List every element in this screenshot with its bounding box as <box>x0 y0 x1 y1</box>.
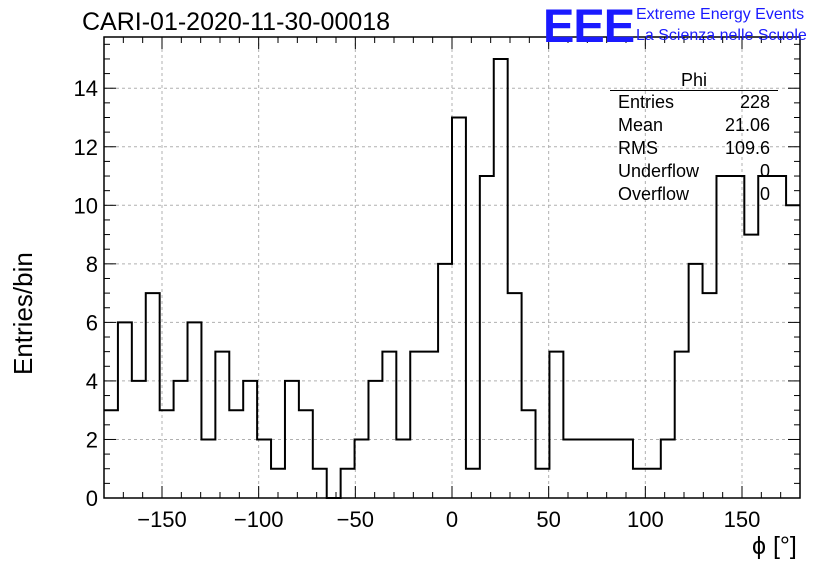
stats-label: Underflow <box>618 161 700 181</box>
histogram-bin <box>438 264 452 498</box>
y-tick-label: 14 <box>74 76 98 101</box>
eee-logo: EEE <box>543 0 635 52</box>
histogram-bin <box>215 352 229 498</box>
y-tick-label: 4 <box>86 369 98 394</box>
histogram-bin <box>299 410 313 498</box>
stats-row: RMS 109.6 <box>610 137 778 160</box>
stats-value: 0 <box>759 184 770 204</box>
stats-label: RMS <box>618 138 658 158</box>
stats-title: Phi <box>610 70 778 91</box>
histogram-bin <box>480 176 494 498</box>
x-axis-label: ϕ [°] <box>752 532 797 560</box>
histogram-bin <box>716 176 730 498</box>
histogram-bin <box>160 410 174 498</box>
histogram-bin <box>633 469 647 498</box>
histogram-bin <box>536 469 550 498</box>
stats-row: Underflow 0 <box>610 160 778 183</box>
x-tick-label: −100 <box>234 507 284 532</box>
logo-line-2: La Scienza nelle Scuole <box>636 27 807 44</box>
histogram-bin <box>341 469 355 498</box>
y-axis-label: Entries/bin <box>8 252 38 375</box>
x-tick-label: −50 <box>337 507 374 532</box>
histogram-bin <box>522 410 536 498</box>
y-tick-label: 6 <box>86 310 98 335</box>
histogram-bin <box>132 381 146 498</box>
x-tick-label: 150 <box>724 507 761 532</box>
y-tick-label: 0 <box>86 486 98 511</box>
histogram-bin <box>188 322 202 498</box>
chart-title: CARI-01-2020-11-30-00018 <box>82 8 391 36</box>
stats-label: Entries <box>618 92 675 112</box>
histogram-bin <box>605 439 619 498</box>
histogram-bin <box>549 352 563 498</box>
stats-label: Mean <box>618 115 664 135</box>
histogram-bin <box>285 381 299 498</box>
histogram-bin <box>201 439 215 498</box>
histogram-bin <box>174 381 188 498</box>
histogram-bin <box>647 469 661 498</box>
y-tick-label: 8 <box>86 252 98 277</box>
logo-line-1: Extreme Energy Events <box>636 6 805 23</box>
x-tick-label: 0 <box>446 507 458 532</box>
stats-box: Phi Entries 228 Mean 21.06 RMS 109.6 Underf… <box>610 70 778 206</box>
histogram-bin <box>591 439 605 498</box>
histogram-bin <box>257 439 271 498</box>
stats-value: 0 <box>759 161 770 181</box>
y-tick-label: 2 <box>86 427 98 452</box>
histogram-bin <box>577 439 591 498</box>
histogram-bin <box>703 293 717 498</box>
y-tick-label: 12 <box>74 135 98 160</box>
stats-value: 109.6 <box>724 138 770 158</box>
stats-row: Mean 21.06 <box>610 114 778 137</box>
histogram-bin <box>563 439 577 498</box>
histogram-bin <box>410 352 424 498</box>
histogram-bin <box>146 293 160 498</box>
histogram-bin <box>243 381 257 498</box>
histogram-bin <box>772 176 786 498</box>
histogram-bin <box>689 264 703 498</box>
histogram-bin <box>313 469 327 498</box>
x-tick-label: −150 <box>137 507 187 532</box>
histogram-bin <box>355 439 369 498</box>
histogram-bin <box>758 176 772 498</box>
histogram-bin <box>661 439 675 498</box>
histogram-bin <box>452 117 466 498</box>
logo-caption: Extreme Energy Events La Scienza nelle S… <box>636 4 807 46</box>
y-tick-label: 10 <box>74 193 98 218</box>
x-tick-label: 50 <box>536 507 560 532</box>
histogram-bin <box>466 469 480 498</box>
stats-row: Overflow 0 <box>610 183 778 206</box>
histogram-bin <box>508 293 522 498</box>
stats-value: 228 <box>739 92 770 112</box>
histogram-bin <box>494 59 508 498</box>
histogram-bin <box>675 352 689 498</box>
histogram-bin <box>396 439 410 498</box>
stats-value: 21.06 <box>724 115 770 135</box>
stats-row: Entries 228 <box>610 91 778 114</box>
histogram-series <box>104 57 800 499</box>
histogram-bin <box>744 235 758 498</box>
histogram-bin <box>619 439 633 498</box>
histogram-bin <box>118 322 132 498</box>
stats-label: Overflow <box>618 184 690 204</box>
histogram-bin <box>229 410 243 498</box>
x-tick-label: 100 <box>627 507 664 532</box>
histogram-bin <box>382 352 396 498</box>
histogram-bin <box>368 381 382 498</box>
histogram-bin <box>424 352 438 498</box>
histogram-bin <box>730 176 744 498</box>
